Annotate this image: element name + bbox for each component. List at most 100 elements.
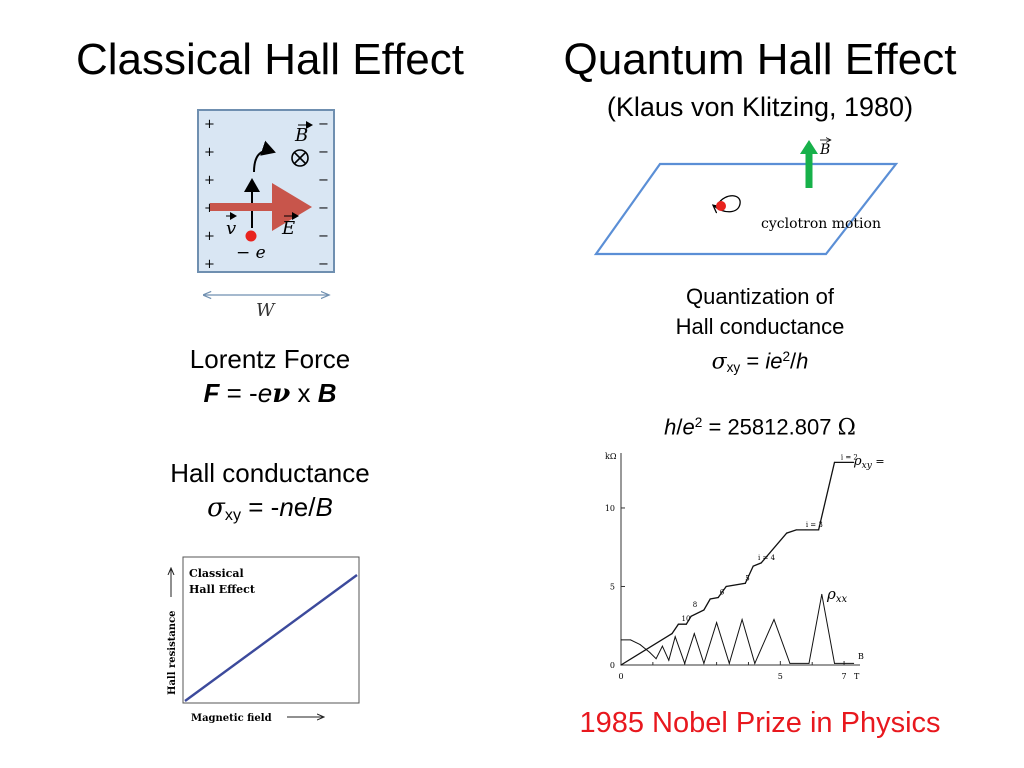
width-label: W <box>256 300 276 321</box>
rho-xy-point <box>833 461 836 464</box>
minus-sign: − <box>318 173 329 188</box>
rho-xx-point <box>668 659 670 661</box>
rho-xx-point <box>684 662 686 664</box>
minus-sign: − <box>318 201 329 216</box>
rho-xy-point <box>795 529 797 531</box>
cyclotron-caption: cyclotron motion <box>761 216 881 232</box>
quantum-electron-dot-icon <box>716 201 726 211</box>
rho-xx-point <box>655 658 657 660</box>
rho-xx-point <box>674 636 676 638</box>
x-tick-label: 0 <box>618 672 623 681</box>
classical-graph-xlabel: Magnetic field <box>191 713 272 724</box>
rho-xx-point <box>834 662 836 664</box>
rho-xy-point <box>805 529 807 531</box>
x-axis-label: B <box>858 652 864 661</box>
minus-sign: − <box>318 257 329 272</box>
rho-xy-point <box>853 461 855 464</box>
classical-conductance-equation: σxy = -ne/B <box>207 492 333 525</box>
plateau-label: 6 <box>720 588 725 596</box>
plateau-label: 5 <box>745 574 749 582</box>
rho-xx-point <box>789 662 791 664</box>
quantization-line2: Hall conductance <box>675 314 845 339</box>
rho-xy-point <box>620 664 622 666</box>
rho-xy-curve <box>620 461 854 666</box>
plus-sign: + <box>204 173 215 188</box>
rho-xy-label: ρxy = <box>853 454 885 471</box>
minus-sign: − <box>318 229 329 244</box>
rho-xy-point <box>685 623 687 625</box>
hall-sample-panel <box>197 109 335 273</box>
y-tick-label: 10 <box>605 504 615 513</box>
lorentz-heading: Lorentz Force <box>189 344 351 374</box>
rho-xx-point <box>728 662 730 664</box>
b-into-page-icon <box>291 149 309 167</box>
plus-charges: + + + + + + <box>204 117 215 272</box>
rho-xy-point <box>817 529 820 531</box>
classical-graph-frame <box>182 556 360 704</box>
rho-xx-point <box>754 662 756 664</box>
lorentz-equation: F = -eν x B <box>203 378 337 409</box>
rho-xx-point <box>703 662 705 664</box>
x-tick-label: 7 <box>842 672 847 681</box>
plateau-label: i = 2 <box>841 453 858 461</box>
rho-xy-point <box>671 632 673 635</box>
y-tick-label: 0 <box>610 661 615 670</box>
rho-xy-point <box>760 562 762 564</box>
rho-xx-point <box>821 593 823 595</box>
minus-sign: − <box>318 117 329 132</box>
classical-conductance-block: Hall conductance σxy = -ne/B <box>90 456 450 532</box>
velocity-label: v <box>226 218 236 239</box>
rho-xy-point <box>690 615 692 617</box>
plus-sign: + <box>204 229 215 244</box>
rho-xx-point <box>649 651 651 653</box>
classical-hall-diagram: + + + + + + − − − − − − B v E − e W <box>197 109 335 321</box>
rho-xy-point <box>709 598 711 600</box>
rho-xx-point <box>808 662 810 664</box>
lorentz-force-block: Lorentz Force F = -eν x B <box>90 342 450 411</box>
electron-dot-icon <box>245 230 257 242</box>
quantization-line1: Quantization of <box>686 284 834 309</box>
deflection-arrow-icon <box>253 140 276 173</box>
y-unit-label: kΩ <box>605 452 617 461</box>
rho-xy-point <box>752 565 754 567</box>
rho-xy-point <box>703 609 705 611</box>
plateau-label: i = 3 <box>806 521 823 529</box>
plus-sign: + <box>204 201 215 216</box>
rho-xx-point <box>773 618 775 620</box>
e-field-label: E <box>281 218 295 239</box>
charge-label: − e <box>236 243 266 263</box>
rho-xy-point <box>725 585 727 588</box>
classical-graph-legend-1: Classical <box>189 567 244 580</box>
plot-axes: 0 5 10 kΩ 0 5 7 B T <box>605 452 864 681</box>
plus-sign: + <box>204 117 215 132</box>
b-field-label: B <box>294 125 308 146</box>
klitzing-constant: h/e2 = 25812.807 Ω <box>664 414 856 441</box>
y-tick-label: 5 <box>610 582 615 591</box>
rho-xx-point <box>630 639 632 641</box>
x-tick-label: 5 <box>778 672 783 681</box>
plus-sign: + <box>204 145 215 160</box>
rho-xy-point <box>717 596 719 599</box>
quantum-b-label: B <box>819 142 830 158</box>
rho-xy-point <box>744 582 746 584</box>
minus-charges: − − − − − − <box>318 117 329 272</box>
rho-xx-point <box>716 622 718 624</box>
rho-xx-point <box>639 644 641 646</box>
quantum-title: Quantum Hall Effect <box>563 35 957 84</box>
classical-hall-graph: Classical Hall Effect Hall resistance Ma… <box>167 556 360 724</box>
rho-xx-point <box>741 618 743 620</box>
plateau-label: 8 <box>693 601 697 609</box>
classical-graph-legend-2: Hall Effect <box>189 583 256 596</box>
minus-sign: − <box>318 145 329 160</box>
classical-title: Classical Hall Effect <box>76 35 464 84</box>
plus-sign: + <box>204 257 215 272</box>
classical-conductance-heading: Hall conductance <box>170 458 370 488</box>
rho-xy-point <box>677 623 679 625</box>
plateau-label: i = 4 <box>758 554 776 562</box>
quantum-hall-diagram: B cyclotron motion <box>593 130 899 256</box>
rho-xx-point <box>661 645 663 647</box>
quantum-subtitle: (Klaus von Klitzing, 1980) <box>606 92 914 122</box>
rho-xx-point <box>853 662 855 664</box>
quantization-equation: σxy = ie2/h <box>711 348 809 375</box>
plateau-label: 10 <box>682 615 691 623</box>
